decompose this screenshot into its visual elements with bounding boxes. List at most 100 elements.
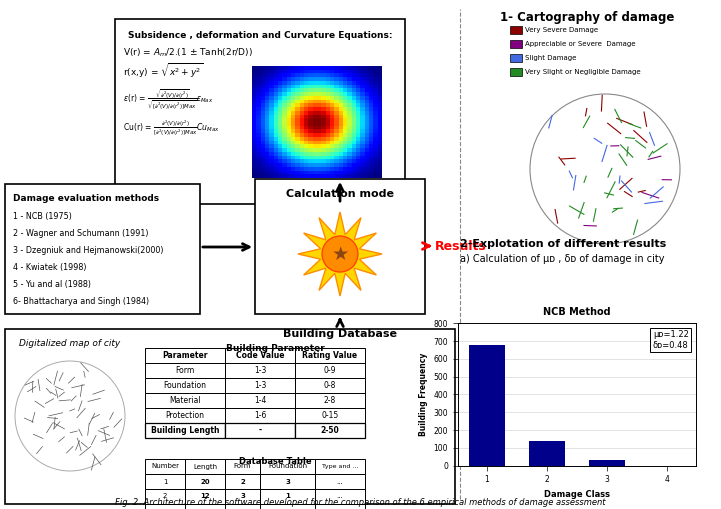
Bar [315, 504, 365, 509]
Text: Cu(r) :Ground Curvature: Cu(r) :Ground Curvature [263, 163, 356, 172]
Bar [510, 68, 522, 76]
Text: ...: ... [337, 478, 343, 485]
Text: Form: Form [175, 366, 195, 375]
Bar [510, 54, 522, 62]
Bar [260, 474, 315, 489]
Text: Parameter: Parameter [162, 351, 208, 360]
Text: 0-9: 0-9 [324, 366, 336, 375]
Bar [225, 423, 295, 438]
Text: ...: ... [337, 494, 343, 499]
Text: Subsidence , deformation and Curvature Equations:: Subsidence , deformation and Curvature E… [128, 31, 392, 40]
Bar [225, 378, 295, 393]
Text: b) Comparison of different methods: b) Comparison of different methods [460, 421, 672, 431]
Bar [260, 504, 315, 509]
Text: 0-8: 0-8 [324, 381, 336, 390]
Text: ★: ★ [331, 244, 349, 264]
Text: V(r)  :Vertical Subsidence: V(r) :Vertical Subsidence [263, 129, 360, 138]
Bar [145, 459, 185, 474]
Text: Very Slight or Negligible Damage: Very Slight or Negligible Damage [525, 69, 641, 75]
Text: 3: 3 [285, 478, 290, 485]
Bar [225, 348, 295, 363]
Bar [145, 489, 185, 504]
Text: Digitalized map of city: Digitalized map of city [19, 339, 120, 348]
Text: Length: Length [193, 464, 217, 469]
Bar [225, 459, 260, 474]
Text: $\varepsilon$(r)  :Horizontal deformation: $\varepsilon$(r) :Horizontal deformation [263, 146, 373, 158]
Circle shape [530, 94, 680, 244]
Bar [295, 348, 365, 363]
Bar [589, 460, 625, 466]
Text: Cu(r) = $\frac{\partial^2(V)/\partial(r^2)}{[\partial^2(V)/\partial(r^2)]Max}$$C: Cu(r) = $\frac{\partial^2(V)/\partial(r^… [123, 119, 220, 139]
Text: Foundation: Foundation [268, 464, 307, 469]
Text: 1 - NCB (1975): 1 - NCB (1975) [13, 212, 72, 221]
Bar [255, 179, 425, 314]
Text: Rating Value: Rating Value [302, 351, 358, 360]
Text: Building Length: Building Length [151, 426, 219, 435]
Text: Calculation mode: Calculation mode [286, 189, 394, 199]
Text: V(r) = $A_m$/2.(1 $\pm$ Tanh(2r/D)): V(r) = $A_m$/2.(1 $\pm$ Tanh(2r/D)) [123, 46, 253, 59]
Text: Type and ...: Type and ... [322, 464, 358, 469]
Bar [145, 348, 225, 363]
Text: Protection: Protection [166, 411, 205, 420]
Text: 5 - Yu and al (1988): 5 - Yu and al (1988) [13, 280, 91, 289]
Text: Material: Material [169, 396, 201, 405]
Text: 0-15: 0-15 [322, 411, 339, 420]
Text: Building Database: Building Database [283, 329, 397, 339]
Text: Very Severe Damage: Very Severe Damage [525, 27, 598, 33]
Bar [145, 504, 185, 509]
X-axis label: Damage Class: Damage Class [544, 490, 610, 499]
Bar [225, 363, 295, 378]
Text: 1-4: 1-4 [254, 396, 266, 405]
Bar [315, 459, 365, 474]
Bar [225, 489, 260, 504]
Bar [225, 393, 295, 408]
Bar [225, 474, 260, 489]
Bar [295, 363, 365, 378]
Text: Database Table: Database Table [239, 457, 311, 466]
Text: 3: 3 [240, 494, 245, 499]
Bar [315, 489, 365, 504]
Bar [115, 19, 405, 204]
Bar [510, 40, 522, 48]
Text: 2: 2 [240, 478, 245, 485]
Text: Code Value: Code Value [236, 351, 284, 360]
Text: 12: 12 [200, 494, 210, 499]
Bar [185, 489, 225, 504]
Title: NCB Method: NCB Method [543, 307, 611, 317]
Bar [145, 423, 225, 438]
Y-axis label: Building Frequency: Building Frequency [419, 353, 428, 436]
Bar [185, 474, 225, 489]
Text: Number: Number [151, 464, 179, 469]
Bar [315, 474, 365, 489]
Text: Building Parameter: Building Parameter [226, 344, 324, 353]
Bar [145, 408, 225, 423]
Text: 4 - Kwiatek (1998): 4 - Kwiatek (1998) [13, 263, 87, 272]
Bar [225, 504, 260, 509]
Text: Fig. 2. Architecture of the software developed for the comparison of the 6 empir: Fig. 2. Architecture of the software dev… [115, 498, 605, 507]
Text: Foundation: Foundation [164, 381, 206, 390]
Text: $\varepsilon$(r) = $\frac{\sqrt{\partial^2(V)/\partial(r^2)}}{\sqrt{[\partial^2(: $\varepsilon$(r) = $\frac{\sqrt{\partial… [123, 87, 213, 112]
Circle shape [15, 361, 125, 471]
Bar [5, 184, 200, 314]
Bar [510, 26, 522, 34]
Text: 20: 20 [200, 478, 210, 485]
Text: r(x,y) = $\sqrt{x^2 + y^2}$: r(x,y) = $\sqrt{x^2 + y^2}$ [123, 62, 203, 81]
Bar [295, 393, 365, 408]
Bar [145, 378, 225, 393]
Text: 2-8: 2-8 [324, 396, 336, 405]
Text: 1: 1 [163, 478, 167, 485]
Bar [528, 441, 565, 466]
Bar [260, 489, 315, 504]
Bar [145, 474, 185, 489]
Text: 1-6: 1-6 [254, 411, 266, 420]
Text: 1-3: 1-3 [254, 366, 266, 375]
Circle shape [322, 236, 358, 272]
Bar [295, 408, 365, 423]
Text: Appreciable or Severe  Damage: Appreciable or Severe Damage [525, 41, 635, 47]
Bar [469, 345, 505, 466]
Text: μᴅ=1.22
δᴅ=0.48: μᴅ=1.22 δᴅ=0.48 [653, 330, 689, 350]
Bar [145, 393, 225, 408]
Bar [295, 423, 365, 438]
Text: 2 - Wagner and Schumann (1991): 2 - Wagner and Schumann (1991) [13, 229, 149, 238]
Bar [225, 408, 295, 423]
